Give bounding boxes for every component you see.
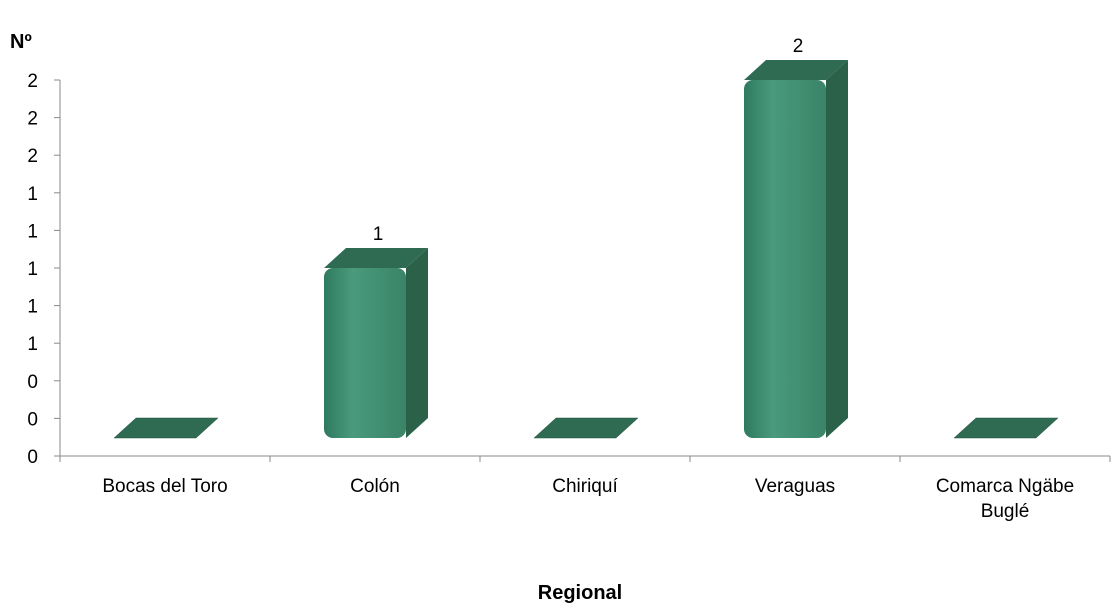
y-tick-label: 1 (27, 297, 38, 318)
y-tick-label: 2 (27, 109, 38, 130)
x-tick-label: Veraguas (755, 476, 835, 497)
y-tick-label: 0 (27, 447, 38, 468)
y-tick-label: 1 (27, 221, 38, 242)
y-tick-label: 0 (27, 372, 38, 393)
y-tick-label: 2 (27, 71, 38, 92)
y-axis-title: Nº (10, 31, 32, 53)
y-tick-label: 1 (27, 184, 38, 205)
y-tick-label: 1 (27, 259, 38, 280)
x-tick-label: Bocas del Toro (102, 476, 227, 497)
bar (113, 417, 219, 439)
bar (533, 417, 639, 439)
bars: 12 (113, 36, 1059, 439)
data-label: 2 (793, 36, 804, 57)
bar: 1 (324, 224, 428, 438)
x-tick-label: Comarca Ngäbe Buglé (936, 476, 1074, 522)
y-tick-label: 1 (27, 334, 38, 355)
y-ticks: 0 0 0 1 1 1 1 1 2 2 2 (27, 71, 60, 468)
axes (59, 80, 1110, 457)
x-axis-title: Regional (538, 582, 622, 604)
data-label: 1 (373, 224, 384, 245)
y-tick-label: 0 (27, 409, 38, 430)
x-ticks: Bocas del Toro Colón Chiriquí Veraguas Comar… (59, 456, 1111, 522)
bar (953, 417, 1059, 439)
y-tick-label: 2 (27, 146, 38, 167)
bar: 2 (744, 36, 848, 438)
x-tick-label: Chiriquí (552, 476, 618, 497)
x-tick-label: Colón (350, 476, 400, 497)
